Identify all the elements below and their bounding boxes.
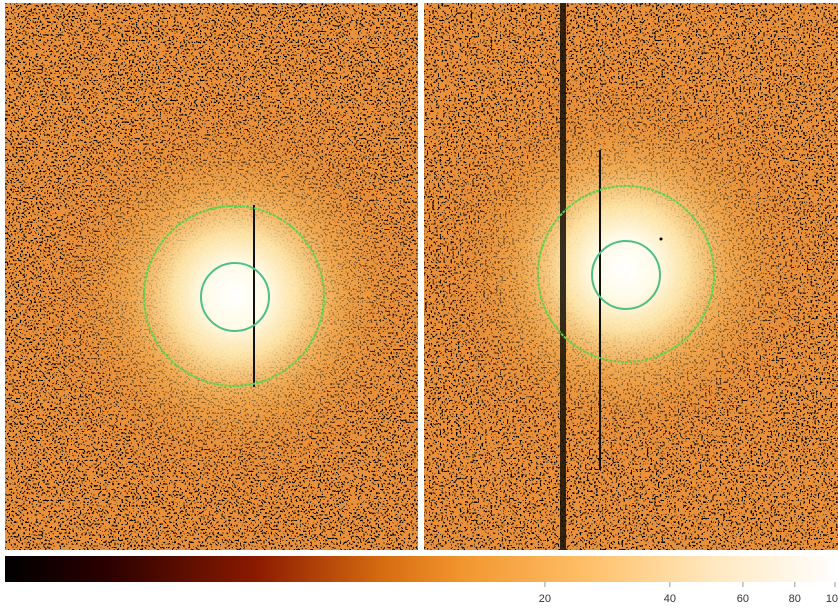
colorbar <box>5 556 838 582</box>
colorbar-tick-label: 60 <box>737 593 749 605</box>
colorbar-tick-label: 80 <box>789 593 801 605</box>
image-viewer: 20 40 60 80 100 <box>0 0 838 611</box>
left-panel <box>5 3 445 550</box>
colorbar-tick-label: 100 <box>826 593 838 605</box>
colorbar-tick-label: 20 <box>539 593 551 605</box>
source-glow <box>415 58 835 478</box>
detector-gap <box>560 3 566 550</box>
source-glow <box>25 85 445 505</box>
colorbar-tick-label: 40 <box>664 593 676 605</box>
right-panel <box>415 3 838 550</box>
pixel <box>660 238 663 241</box>
page: 20406080100 (() => { const data = JSON.p… <box>0 0 838 611</box>
